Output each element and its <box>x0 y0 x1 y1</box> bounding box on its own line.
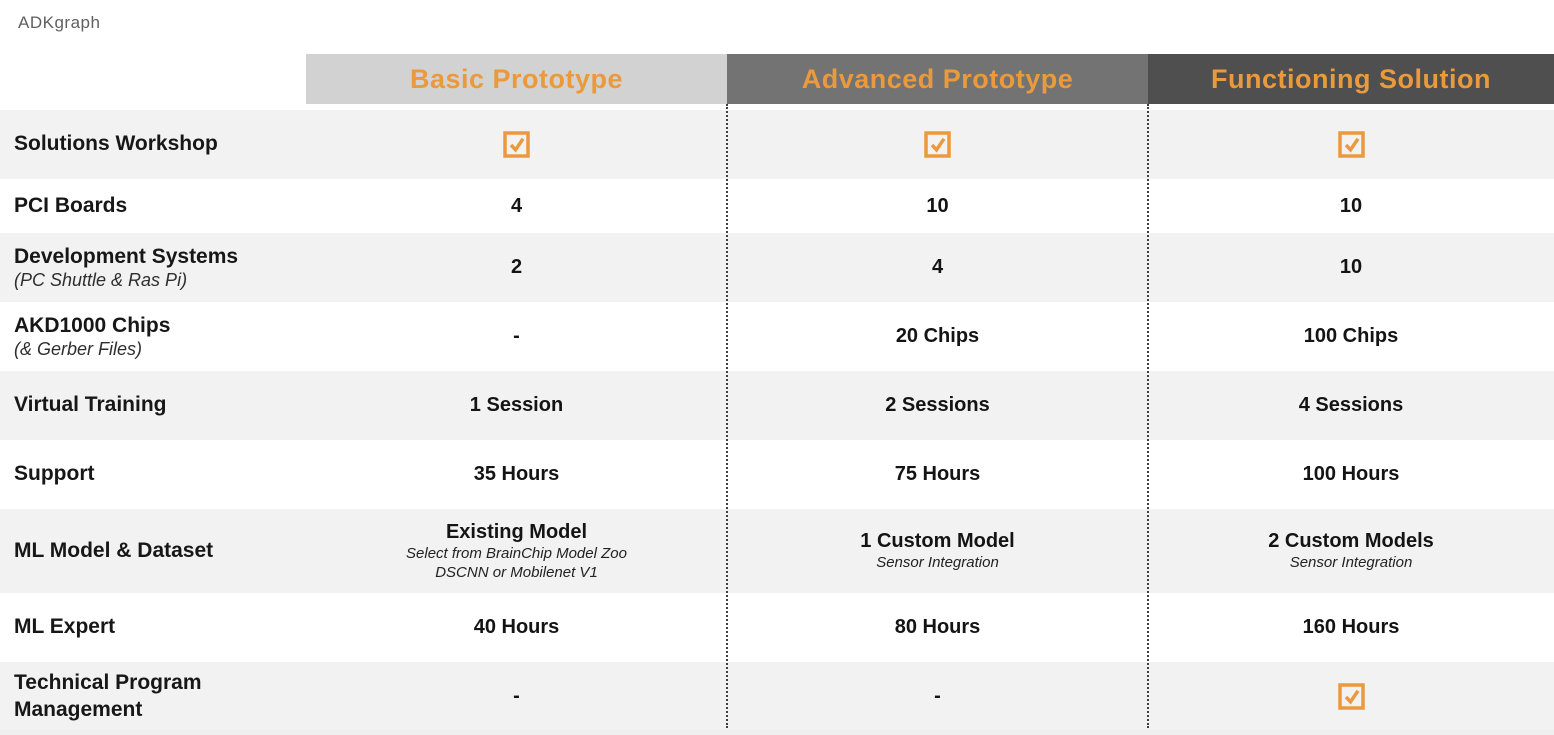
checked-checkbox-icon <box>1336 129 1367 160</box>
value-cell: 2 Custom Models Sensor Integration <box>1148 509 1554 593</box>
checked-checkbox-icon <box>922 129 953 160</box>
value-cell: 80 Hours <box>727 593 1148 662</box>
value-cell: - <box>306 662 727 731</box>
row-label: PCI Boards <box>14 193 128 217</box>
cell-subvalue: Sensor Integration <box>1289 554 1413 572</box>
value-cell: Existing Model Select from BrainChip Mode… <box>306 509 727 593</box>
cell-value: 1 Custom Model <box>860 530 1015 553</box>
value-cell: 4 Sessions <box>1148 371 1554 440</box>
row-label: ML Model & Dataset <box>14 538 214 562</box>
checkbox-cell <box>1148 110 1554 179</box>
cell-value: 4 Sessions <box>1298 394 1404 416</box>
cell-value: 160 Hours <box>1302 616 1400 638</box>
value-cell: 1 Custom Model Sensor Integration <box>727 509 1148 593</box>
table-row: Technical Program Management - - <box>0 662 1554 731</box>
row-label-cell: Solutions Workshop <box>0 110 306 179</box>
column-separator <box>726 104 728 728</box>
value-cell: 40 Hours <box>306 593 727 662</box>
table-header-row: Basic Prototype Advanced Prototype Funct… <box>0 54 1554 104</box>
row-label: Technical Program Management <box>14 671 202 721</box>
column-header-advanced-prototype: Advanced Prototype <box>727 54 1148 104</box>
row-label-cell: Support <box>0 440 306 509</box>
row-label-cell: Technical Program Management <box>0 662 306 731</box>
table-row: ML Model & Dataset Existing Model Select f… <box>0 509 1554 593</box>
table-row: PCI Boards 4 10 10 <box>0 179 1554 233</box>
row-label-cell: AKD1000 Chips (& Gerber Files) <box>0 302 306 371</box>
row-sublabel: (& Gerber Files) <box>14 338 143 359</box>
row-label: AKD1000 Chips <box>14 313 171 337</box>
row-label-cell: PCI Boards <box>0 179 306 233</box>
cell-value: 10 <box>926 194 949 217</box>
checked-checkbox-icon <box>1336 681 1367 712</box>
cell-value: - <box>934 685 941 707</box>
row-label-cell: ML Expert <box>0 593 306 662</box>
value-cell: - <box>727 662 1148 731</box>
column-header-functioning-solution: Functioning Solution <box>1148 54 1554 104</box>
row-label: ML Expert <box>14 615 116 639</box>
checked-checkbox-icon <box>501 129 532 160</box>
cell-value: 100 Chips <box>1303 325 1399 347</box>
cell-value: 1 Session <box>469 394 564 416</box>
cell-value: 10 <box>1339 194 1363 217</box>
value-cell: 75 Hours <box>727 440 1148 509</box>
table-body: Solutions Workshop PCI Boards 4 10 10 Develop… <box>0 110 1554 731</box>
cell-subvalue: Sensor Integration <box>876 554 999 572</box>
bottom-edge-strip <box>0 730 1554 735</box>
table-row: Development Systems (PC Shuttle & Ras Pi)… <box>0 233 1554 302</box>
row-label-cell: Virtual Training <box>0 371 306 440</box>
row-label: Virtual Training <box>14 393 167 417</box>
comparison-table: Basic Prototype Advanced Prototype Funct… <box>0 54 1554 731</box>
row-sublabel: (PC Shuttle & Ras Pi) <box>14 269 188 290</box>
cell-value: 4 <box>510 194 523 217</box>
cell-value: 35 Hours <box>473 463 560 485</box>
cell-value: 10 <box>1339 256 1363 278</box>
cell-value: Existing Model <box>445 520 588 543</box>
table-row: AKD1000 Chips (& Gerber Files) - 20 Chips 10… <box>0 302 1554 371</box>
cell-subvalue: Select from BrainChip Model Zoo <box>406 544 627 562</box>
row-label: Development Systems <box>14 244 239 268</box>
value-cell: 10 <box>727 179 1148 233</box>
value-cell: 20 Chips <box>727 302 1148 371</box>
cell-value: - <box>513 325 520 347</box>
cell-value: 2 <box>510 256 523 278</box>
table-row: Support 35 Hours 75 Hours 100 Hours <box>0 440 1554 509</box>
value-cell: 4 <box>306 179 727 233</box>
value-cell: 1 Session <box>306 371 727 440</box>
cell-value: 4 <box>931 256 944 278</box>
value-cell: 160 Hours <box>1148 593 1554 662</box>
value-cell: - <box>306 302 727 371</box>
cell-value: 2 Custom Models <box>1268 530 1434 553</box>
checkbox-cell <box>306 110 727 179</box>
value-cell: 10 <box>1148 179 1554 233</box>
value-cell: 100 Hours <box>1148 440 1554 509</box>
cell-value: 20 Chips <box>895 325 980 347</box>
row-label: Support <box>14 462 95 486</box>
checkbox-cell <box>1148 662 1554 731</box>
table-row: Solutions Workshop <box>0 110 1554 179</box>
table-row: ML Expert 40 Hours 80 Hours 160 Hours <box>0 593 1554 662</box>
value-cell: 100 Chips <box>1148 302 1554 371</box>
cell-value: 40 Hours <box>473 616 560 638</box>
row-label-cell: Development Systems (PC Shuttle & Ras Pi) <box>0 233 306 302</box>
row-label: Solutions Workshop <box>14 132 218 156</box>
cell-value: 80 Hours <box>894 616 981 638</box>
header-spacer <box>0 54 306 104</box>
cell-value: 100 Hours <box>1302 463 1400 485</box>
cell-value: - <box>513 685 520 707</box>
value-cell: 2 <box>306 233 727 302</box>
column-separator <box>1147 104 1149 728</box>
value-cell: 35 Hours <box>306 440 727 509</box>
cell-value: 75 Hours <box>894 463 981 485</box>
cell-value: 2 Sessions <box>885 394 990 416</box>
table-row: Virtual Training 1 Session 2 Sessions 4 Ses… <box>0 371 1554 440</box>
cell-subvalue: DSCNN or Mobilenet V1 <box>435 563 598 581</box>
checkbox-cell <box>727 110 1148 179</box>
column-header-basic-prototype: Basic Prototype <box>306 54 727 104</box>
value-cell: 10 <box>1148 233 1554 302</box>
row-label-cell: ML Model & Dataset <box>0 509 306 593</box>
value-cell: 2 Sessions <box>727 371 1148 440</box>
page-title: ADKgraph <box>18 13 101 32</box>
value-cell: 4 <box>727 233 1148 302</box>
